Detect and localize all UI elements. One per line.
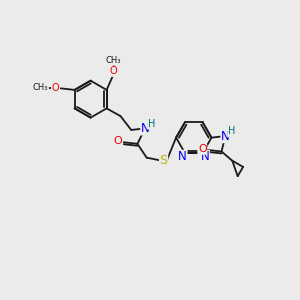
Text: CH₃: CH₃ <box>106 56 121 65</box>
Text: H: H <box>148 119 155 129</box>
Text: N: N <box>201 150 209 163</box>
Text: CH₃: CH₃ <box>33 83 49 92</box>
Text: S: S <box>160 154 168 167</box>
Text: N: N <box>141 122 149 135</box>
Text: N: N <box>178 150 187 163</box>
Text: O: O <box>198 144 207 154</box>
Text: N: N <box>221 130 230 142</box>
Text: O: O <box>52 82 59 93</box>
Text: O: O <box>110 66 117 76</box>
Text: H: H <box>228 127 235 136</box>
Text: O: O <box>114 136 122 146</box>
